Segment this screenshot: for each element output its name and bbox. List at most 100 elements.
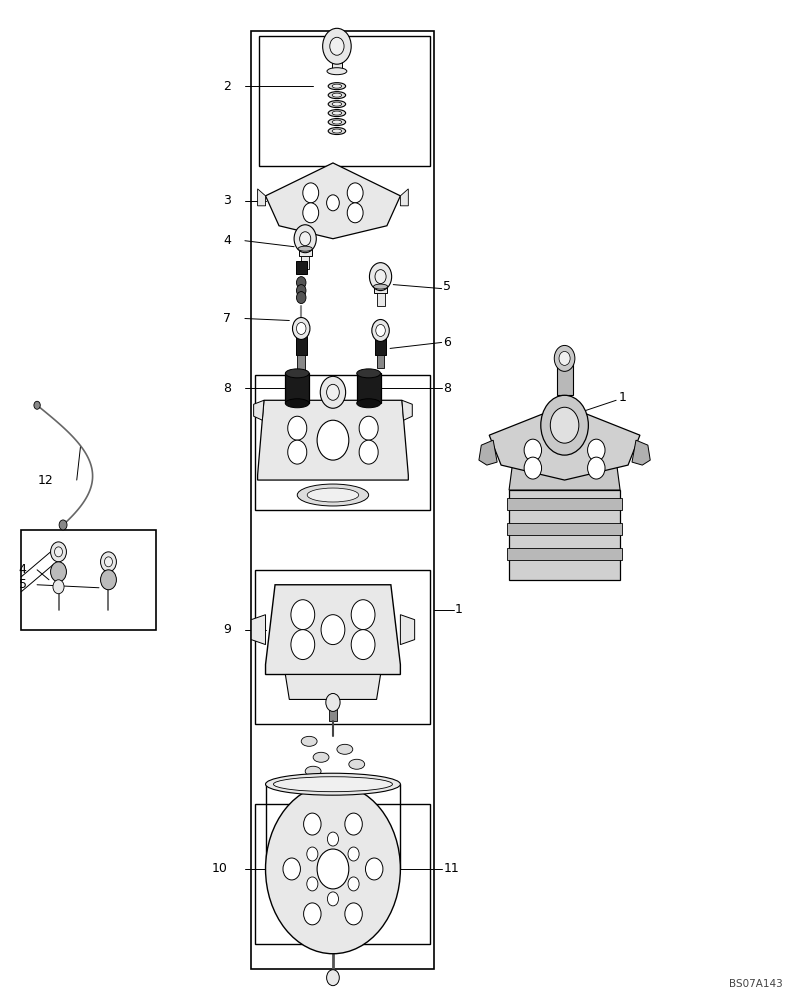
Circle shape — [299, 232, 310, 246]
Circle shape — [51, 562, 66, 582]
Bar — [357, 373, 380, 403]
Circle shape — [351, 600, 375, 630]
Polygon shape — [258, 400, 408, 480]
Ellipse shape — [345, 788, 361, 798]
Circle shape — [317, 420, 349, 460]
Circle shape — [348, 877, 359, 891]
Circle shape — [365, 858, 383, 880]
Circle shape — [351, 630, 375, 660]
Circle shape — [55, 547, 62, 557]
Text: 6: 6 — [443, 336, 451, 349]
Circle shape — [320, 376, 345, 408]
Circle shape — [296, 322, 306, 334]
Circle shape — [306, 847, 318, 861]
Circle shape — [550, 407, 579, 443]
Circle shape — [327, 832, 338, 846]
Circle shape — [306, 877, 318, 891]
Circle shape — [587, 439, 605, 461]
Ellipse shape — [328, 92, 345, 99]
Text: 9: 9 — [224, 623, 232, 636]
Text: 10: 10 — [212, 862, 228, 875]
Polygon shape — [252, 615, 266, 645]
Ellipse shape — [349, 759, 365, 769]
Bar — [556, 360, 572, 395]
Circle shape — [287, 416, 306, 440]
Bar — [295, 332, 306, 355]
Polygon shape — [400, 189, 408, 206]
Circle shape — [296, 285, 306, 297]
Text: 5: 5 — [443, 280, 451, 293]
Text: 7: 7 — [224, 312, 232, 325]
Ellipse shape — [328, 119, 345, 126]
Circle shape — [372, 320, 389, 341]
Circle shape — [554, 345, 575, 371]
Ellipse shape — [373, 284, 388, 289]
Text: 8: 8 — [443, 382, 451, 395]
Bar — [259, 36, 430, 166]
Ellipse shape — [297, 484, 369, 506]
Ellipse shape — [313, 752, 329, 762]
Circle shape — [287, 440, 306, 464]
Circle shape — [291, 600, 314, 630]
Ellipse shape — [274, 777, 392, 792]
Circle shape — [321, 615, 345, 645]
Bar — [375, 330, 386, 355]
Circle shape — [345, 903, 362, 925]
Circle shape — [303, 813, 321, 835]
Ellipse shape — [305, 766, 321, 776]
Ellipse shape — [332, 84, 341, 88]
Circle shape — [376, 324, 385, 336]
Circle shape — [348, 847, 359, 861]
Bar — [377, 355, 384, 368]
Bar — [332, 49, 341, 71]
Ellipse shape — [328, 83, 345, 90]
Bar — [374, 277, 387, 293]
Circle shape — [291, 630, 314, 660]
Text: 1: 1 — [455, 603, 463, 616]
Text: 1: 1 — [618, 391, 626, 404]
Circle shape — [326, 970, 339, 986]
Ellipse shape — [332, 102, 341, 106]
Circle shape — [326, 693, 340, 711]
Circle shape — [330, 37, 344, 55]
Circle shape — [303, 903, 321, 925]
Circle shape — [317, 849, 349, 889]
Circle shape — [34, 401, 41, 409]
Ellipse shape — [337, 744, 353, 754]
Circle shape — [294, 225, 316, 253]
Polygon shape — [490, 405, 640, 480]
Text: 8: 8 — [224, 382, 232, 395]
Bar — [301, 256, 309, 269]
Bar — [21, 530, 156, 630]
Ellipse shape — [328, 101, 345, 108]
Circle shape — [524, 439, 541, 461]
Circle shape — [359, 440, 378, 464]
Circle shape — [326, 384, 339, 400]
Text: 11: 11 — [443, 862, 459, 875]
Circle shape — [369, 263, 392, 291]
Polygon shape — [254, 400, 264, 420]
Ellipse shape — [328, 110, 345, 117]
Circle shape — [326, 195, 339, 211]
Polygon shape — [509, 460, 620, 490]
Circle shape — [59, 520, 67, 530]
Circle shape — [100, 552, 116, 572]
Circle shape — [347, 203, 363, 223]
Bar — [256, 570, 430, 724]
Circle shape — [359, 416, 378, 440]
Ellipse shape — [298, 246, 312, 251]
Bar — [297, 355, 305, 372]
Bar — [256, 804, 430, 944]
Circle shape — [302, 183, 318, 203]
Bar — [295, 261, 306, 274]
Ellipse shape — [332, 120, 341, 124]
Polygon shape — [258, 189, 266, 206]
Bar — [252, 31, 434, 969]
Polygon shape — [479, 440, 498, 465]
Ellipse shape — [301, 736, 317, 746]
Text: 5: 5 — [19, 578, 27, 591]
Circle shape — [302, 203, 318, 223]
Circle shape — [347, 183, 363, 203]
Circle shape — [524, 457, 541, 479]
Circle shape — [104, 557, 112, 567]
